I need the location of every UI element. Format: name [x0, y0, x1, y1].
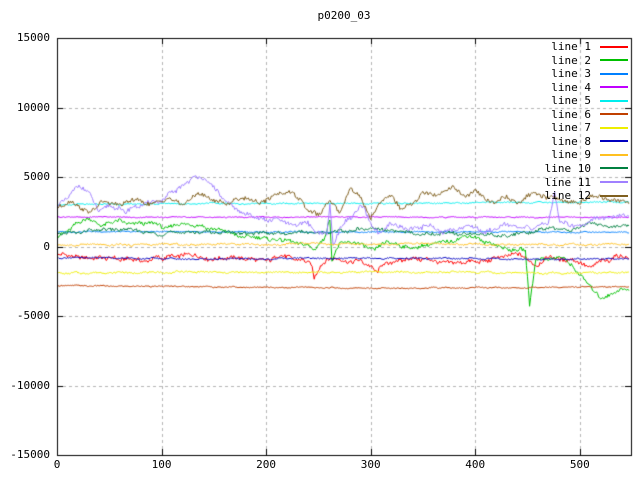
x-tick-label: 0 — [53, 458, 61, 471]
legend-label: line 3 — [551, 67, 591, 81]
legend-label: line 11 — [544, 175, 591, 189]
legend-color-sample — [600, 181, 628, 183]
legend-color-sample — [600, 113, 628, 116]
legend-color-sample — [600, 153, 628, 156]
y-tick-label: 15000 — [16, 31, 50, 44]
legend-label: line 10 — [544, 161, 591, 175]
legend-label: line 4 — [551, 80, 591, 94]
legend-item: line 5 — [551, 94, 628, 107]
y-tick-label: 5000 — [23, 170, 51, 183]
legend-color-sample — [600, 167, 628, 170]
legend-item: line 4 — [551, 81, 628, 94]
x-tick-label: 500 — [569, 458, 590, 471]
x-tick-label: 300 — [360, 458, 381, 471]
x-tick-label: 200 — [256, 458, 277, 471]
legend-label: line 12 — [544, 189, 591, 203]
legend-item: line 9 — [551, 148, 628, 161]
y-tick-label: 10000 — [16, 100, 50, 114]
legend-item: line 3 — [551, 67, 628, 80]
legend-item: line 2 — [551, 54, 628, 67]
x-tick-label: 400 — [465, 458, 486, 471]
legend-item: line 8 — [551, 135, 628, 148]
legend-label: line 5 — [551, 94, 591, 108]
legend-color-sample — [600, 45, 628, 48]
legend-color-sample — [600, 72, 628, 75]
legend-color-sample — [600, 86, 628, 89]
legend-label: line 1 — [551, 40, 591, 53]
legend-label: line 7 — [551, 121, 591, 135]
y-tick-label: 0 — [43, 239, 50, 253]
y-tick-label: -5000 — [16, 309, 50, 322]
legend-label: line 6 — [551, 107, 591, 121]
legend-color-sample — [600, 140, 628, 143]
legend-color-sample — [600, 194, 628, 197]
legend-label: line 8 — [551, 134, 591, 148]
legend-color-sample — [600, 126, 628, 129]
legend-item: line 12 — [545, 189, 628, 202]
legend-item: line 7 — [551, 121, 628, 134]
legend-label: line 2 — [551, 53, 591, 67]
legend-item: line 10 — [545, 162, 628, 175]
legend-color-sample — [600, 59, 628, 62]
legend-label: line 9 — [551, 148, 591, 162]
legend-color-sample — [600, 99, 628, 102]
legend-item: line 6 — [551, 108, 628, 121]
x-tick-label: 100 — [151, 458, 172, 471]
legend-item: line 1 — [551, 40, 628, 53]
legend-item: line 11 — [545, 176, 628, 189]
y-tick-label: -15000 — [10, 448, 50, 461]
y-tick-label: -10000 — [10, 378, 50, 392]
